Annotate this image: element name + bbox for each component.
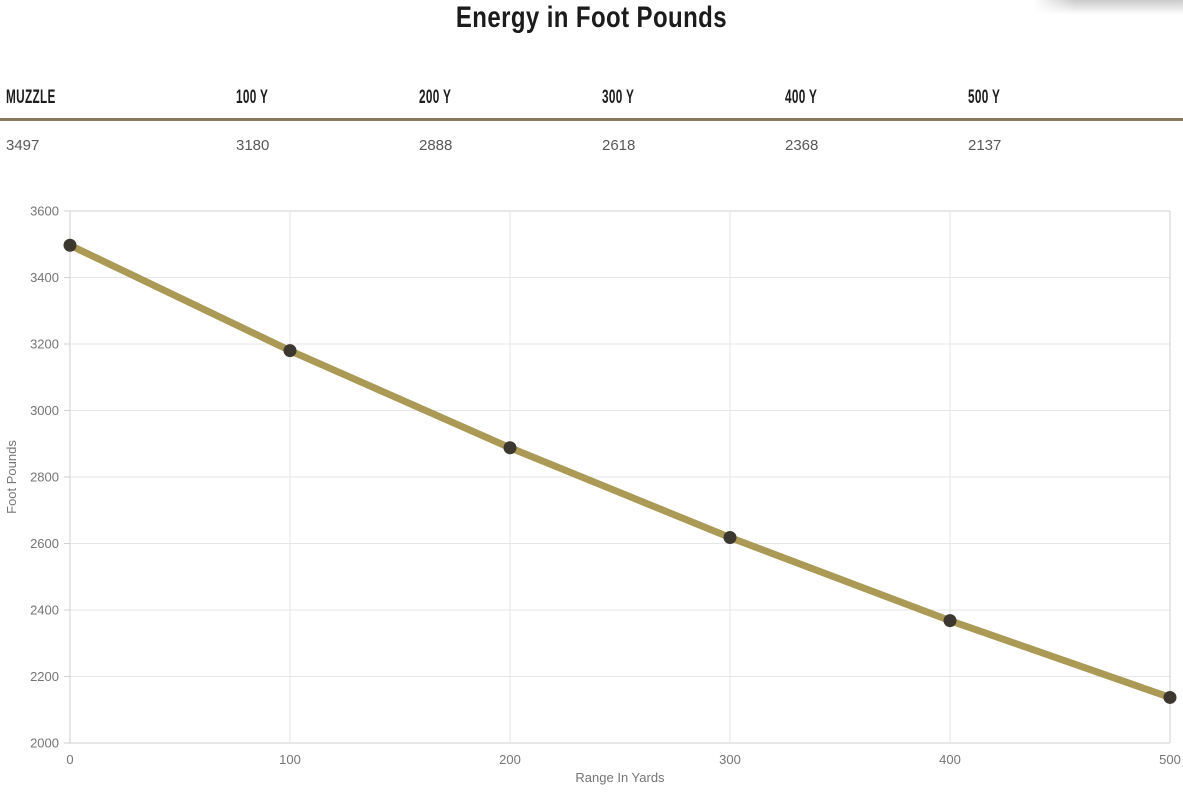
table-value-400y: 2368 xyxy=(785,137,819,154)
data-point-200yd[interactable] xyxy=(503,441,517,455)
x-tick-label-500: 500 xyxy=(1159,752,1181,767)
ballistics-table: MUZZLE 100 Y 200 Y 300 Y 400 Y 500 Y 349… xyxy=(0,88,1183,156)
x-tick-label-300: 300 xyxy=(719,752,741,767)
table-value-300y: 2618 xyxy=(602,137,636,154)
chart-container: 2000 2200 2400 2600 2800 3000 3200 3400 3600 0 100… xyxy=(0,194,1183,797)
table-value-100y: 3180 xyxy=(236,137,270,154)
chart-data-line-energy xyxy=(68,242,1172,701)
x-tick-label-100: 100 xyxy=(279,752,301,767)
table-value-200y: 2888 xyxy=(419,137,453,154)
data-point-400yd[interactable] xyxy=(943,614,957,628)
data-point-0yd[interactable] xyxy=(63,238,77,252)
table-header-row: MUZZLE 100 Y 200 Y 300 Y 400 Y 500 Y xyxy=(0,88,1183,121)
table-header-500y: 500 Y xyxy=(968,87,1001,108)
y-tick-label-2800: 2800 xyxy=(30,470,59,485)
y-axis-title: Foot Pounds xyxy=(4,440,19,514)
y-tick-label-2400: 2400 xyxy=(30,603,59,618)
table-header-200y: 200 Y xyxy=(419,87,452,108)
data-point-100yd[interactable] xyxy=(283,344,297,358)
table-value-500y: 2137 xyxy=(968,137,1002,154)
page-title: Energy in Foot Pounds xyxy=(0,0,1183,34)
table-value-row: 3497 3180 2888 2618 2368 2137 xyxy=(0,121,1183,156)
table-header-300y: 300 Y xyxy=(602,87,635,108)
x-tick-label-0: 0 xyxy=(66,752,73,767)
x-axis-title: Range In Yards xyxy=(575,770,665,785)
y-tick-label-3200: 3200 xyxy=(30,337,59,352)
table-header-100y: 100 Y xyxy=(236,87,269,108)
page-title-text: Energy in Foot Pounds xyxy=(455,1,728,34)
y-tick-label-2200: 2200 xyxy=(30,669,59,684)
table-header-muzzle: MUZZLE xyxy=(6,87,56,108)
data-point-300yd[interactable] xyxy=(723,531,737,545)
y-tick-label-3400: 3400 xyxy=(30,270,59,285)
y-tick-label-2600: 2600 xyxy=(30,536,59,551)
y-tick-label-3000: 3000 xyxy=(30,403,59,418)
table-header-400y: 400 Y xyxy=(785,87,818,108)
y-tick-label-3600: 3600 xyxy=(30,204,59,219)
y-tick-label-2000: 2000 xyxy=(30,736,59,751)
table-value-muzzle: 3497 xyxy=(6,137,40,154)
data-point-500yd[interactable] xyxy=(1163,690,1177,704)
energy-line-chart: 2000 2200 2400 2600 2800 3000 3200 3400 3600 0 100… xyxy=(4,204,1181,786)
x-tick-label-400: 400 xyxy=(939,752,961,767)
x-tick-label-200: 200 xyxy=(499,752,521,767)
